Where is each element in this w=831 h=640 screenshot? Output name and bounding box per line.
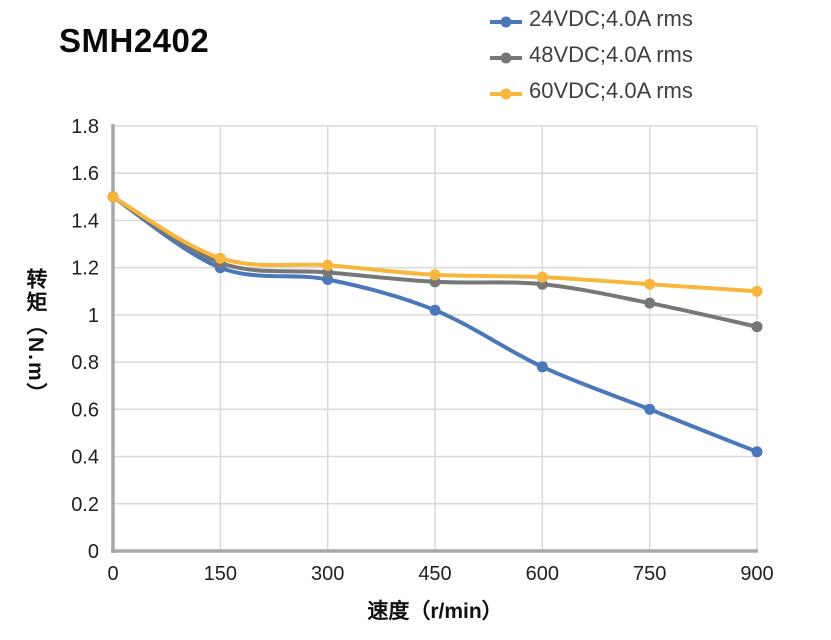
legend-line-marker-icon [490,52,522,64]
legend-item-1: 48VDC;4.0A rms [490,37,693,73]
legend-item-0: 24VDC;4.0A rms [490,1,693,37]
data-point-marker [644,278,656,290]
legend-item-2: 60VDC;4.0A rms [490,73,693,109]
data-point-marker [322,259,334,271]
y-axis-title: 转矩（N.m） [24,268,47,406]
data-point-marker [536,271,548,283]
x-tick-label: 600 [526,563,559,585]
data-point-marker [751,446,763,458]
data-point-marker [214,252,226,264]
x-tick-label: 150 [204,563,237,585]
legend-line-marker-icon [490,16,522,28]
y-tick-label: 1.2 [71,258,99,280]
y-tick-label: 0.2 [71,494,99,516]
x-axis-title: 速度（r/min） [367,600,503,623]
y-tick-label: 0 [88,541,99,563]
data-point-marker [429,304,441,316]
data-point-marker [751,321,763,333]
data-point-marker [429,269,441,281]
data-point-marker [644,297,656,309]
data-point-marker [536,361,548,373]
y-tick-label: 1.8 [71,116,99,138]
data-point-marker [107,191,119,203]
data-point-marker [644,403,656,415]
legend-line-marker-icon [490,88,522,100]
y-tick-label: 1 [88,305,99,327]
x-tick-label: 450 [418,563,451,585]
data-point-marker [751,285,763,297]
y-tick-label: 1.6 [71,163,99,185]
y-tick-label: 0.4 [71,447,99,469]
x-tick-label: 900 [740,563,773,585]
x-tick-label: 750 [633,563,666,585]
y-tick-label: 0.8 [71,352,99,374]
legend-label: 60VDC;4.0A rms [529,78,693,103]
legend-label: 48VDC;4.0A rms [529,42,693,67]
y-tick-label: 1.4 [71,210,99,232]
legend: 24VDC;4.0A rms 48VDC;4.0A rms 60VDC;4.0A r… [490,1,693,109]
page-title: SMH2402 [59,22,210,59]
y-tick-label: 0.6 [71,399,99,421]
x-tick-label: 0 [107,563,118,585]
legend-label: 24VDC;4.0A rms [529,6,693,31]
x-tick-label: 300 [311,563,344,585]
